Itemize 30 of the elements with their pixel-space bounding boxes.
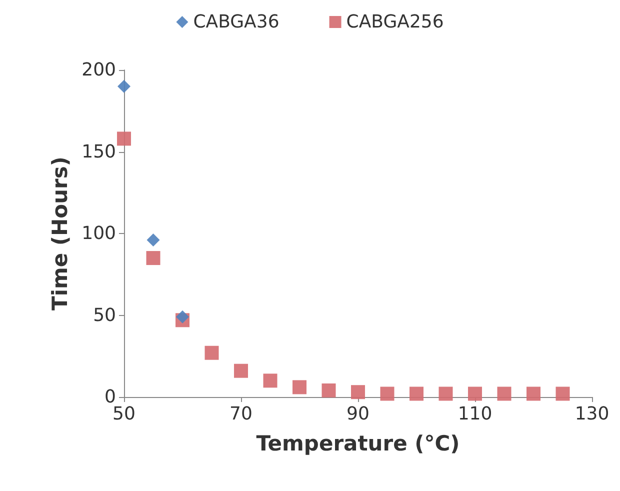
point (556, 386, 570, 401)
point (410, 386, 424, 401)
point (234, 364, 248, 378)
point (497, 386, 512, 401)
point (351, 385, 365, 400)
y-tick-label: 100 (82, 223, 116, 244)
point (322, 383, 336, 398)
x-tick-label: 110 (458, 404, 492, 424)
point (117, 132, 131, 146)
x-tick-label: 130 (574, 404, 610, 424)
point (146, 251, 160, 266)
point (263, 374, 278, 388)
x-tick-label: 90 (346, 404, 370, 424)
y-tick-label: 150 (82, 141, 116, 162)
point (292, 380, 306, 394)
y-tick-label: 50 (93, 304, 116, 326)
point (146, 234, 160, 247)
point (380, 386, 394, 401)
point (468, 386, 482, 401)
point (438, 386, 453, 401)
legend-label: CABGA36 (193, 12, 280, 32)
point (176, 310, 189, 324)
x-axis-title: Temperature (°C) (256, 432, 460, 456)
legend-label: CABGA256 (346, 12, 444, 32)
y-tick-label: 200 (82, 60, 116, 80)
x-tick-label: 70 (230, 404, 252, 424)
point (526, 386, 540, 401)
y-axis-title: Time (Hours) (48, 156, 72, 310)
point (204, 346, 219, 360)
point (118, 80, 130, 93)
